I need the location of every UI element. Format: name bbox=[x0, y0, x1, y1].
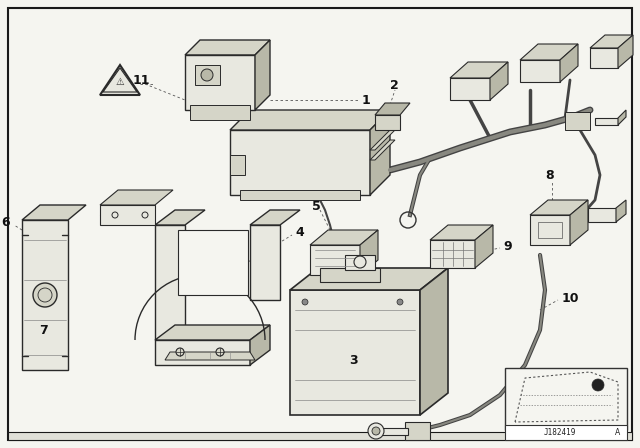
Polygon shape bbox=[520, 60, 560, 82]
Bar bbox=[505, 425, 627, 440]
Polygon shape bbox=[240, 190, 360, 200]
Circle shape bbox=[176, 348, 184, 356]
Circle shape bbox=[368, 423, 384, 439]
Polygon shape bbox=[618, 35, 633, 68]
Polygon shape bbox=[570, 200, 588, 245]
Polygon shape bbox=[590, 48, 618, 68]
Polygon shape bbox=[155, 210, 205, 225]
Polygon shape bbox=[310, 245, 360, 275]
Text: 3: 3 bbox=[349, 353, 357, 366]
Text: ⚠: ⚠ bbox=[116, 77, 124, 87]
Circle shape bbox=[592, 379, 604, 391]
Polygon shape bbox=[345, 255, 375, 270]
Circle shape bbox=[201, 69, 213, 81]
Polygon shape bbox=[155, 340, 250, 365]
Polygon shape bbox=[616, 200, 626, 222]
Text: J182419: J182419 bbox=[544, 427, 576, 436]
Polygon shape bbox=[185, 40, 270, 55]
Polygon shape bbox=[165, 352, 255, 360]
Polygon shape bbox=[590, 35, 633, 48]
Polygon shape bbox=[375, 103, 410, 115]
Polygon shape bbox=[430, 225, 493, 240]
Circle shape bbox=[397, 299, 403, 305]
Polygon shape bbox=[250, 210, 300, 225]
Text: 9: 9 bbox=[503, 240, 511, 253]
Polygon shape bbox=[430, 240, 475, 268]
Text: 10: 10 bbox=[562, 292, 579, 305]
Text: 8: 8 bbox=[546, 168, 554, 181]
Circle shape bbox=[302, 299, 308, 305]
Polygon shape bbox=[618, 110, 626, 125]
Polygon shape bbox=[370, 130, 395, 150]
Polygon shape bbox=[250, 225, 280, 300]
Polygon shape bbox=[450, 62, 508, 78]
Polygon shape bbox=[565, 112, 590, 130]
Polygon shape bbox=[320, 268, 380, 282]
Text: 1: 1 bbox=[362, 94, 371, 107]
Polygon shape bbox=[22, 220, 68, 370]
Polygon shape bbox=[360, 230, 378, 275]
Polygon shape bbox=[588, 208, 616, 222]
Polygon shape bbox=[155, 325, 270, 340]
Polygon shape bbox=[290, 268, 448, 290]
Polygon shape bbox=[375, 115, 400, 130]
Polygon shape bbox=[490, 62, 508, 100]
Polygon shape bbox=[100, 65, 140, 95]
Polygon shape bbox=[230, 130, 370, 195]
Polygon shape bbox=[405, 422, 430, 440]
Polygon shape bbox=[100, 190, 173, 205]
Polygon shape bbox=[195, 65, 220, 85]
Polygon shape bbox=[155, 225, 185, 340]
Polygon shape bbox=[178, 230, 248, 295]
Circle shape bbox=[216, 348, 224, 356]
Circle shape bbox=[372, 427, 380, 435]
Polygon shape bbox=[475, 225, 493, 268]
Polygon shape bbox=[420, 268, 448, 415]
Polygon shape bbox=[290, 290, 420, 415]
Polygon shape bbox=[520, 44, 578, 60]
Polygon shape bbox=[185, 55, 255, 110]
Polygon shape bbox=[450, 78, 490, 100]
Bar bbox=[505, 368, 627, 430]
Polygon shape bbox=[380, 428, 408, 435]
Polygon shape bbox=[255, 40, 270, 110]
Polygon shape bbox=[250, 325, 270, 365]
Text: 5: 5 bbox=[312, 199, 321, 212]
Polygon shape bbox=[230, 155, 245, 175]
Polygon shape bbox=[230, 110, 390, 130]
Text: 7: 7 bbox=[40, 323, 49, 336]
Bar bbox=[8, 432, 632, 440]
Polygon shape bbox=[190, 105, 250, 120]
Polygon shape bbox=[560, 44, 578, 82]
Polygon shape bbox=[530, 200, 588, 215]
Polygon shape bbox=[595, 118, 618, 125]
Polygon shape bbox=[370, 140, 395, 160]
Text: 2: 2 bbox=[390, 78, 398, 91]
Text: 4: 4 bbox=[295, 225, 304, 238]
Text: A: A bbox=[616, 427, 621, 436]
Polygon shape bbox=[22, 205, 86, 220]
Polygon shape bbox=[370, 110, 390, 195]
Circle shape bbox=[33, 283, 57, 307]
Polygon shape bbox=[530, 215, 570, 245]
Polygon shape bbox=[310, 230, 378, 245]
Text: 11: 11 bbox=[132, 73, 150, 86]
Text: 6: 6 bbox=[1, 215, 10, 228]
Polygon shape bbox=[100, 205, 155, 225]
